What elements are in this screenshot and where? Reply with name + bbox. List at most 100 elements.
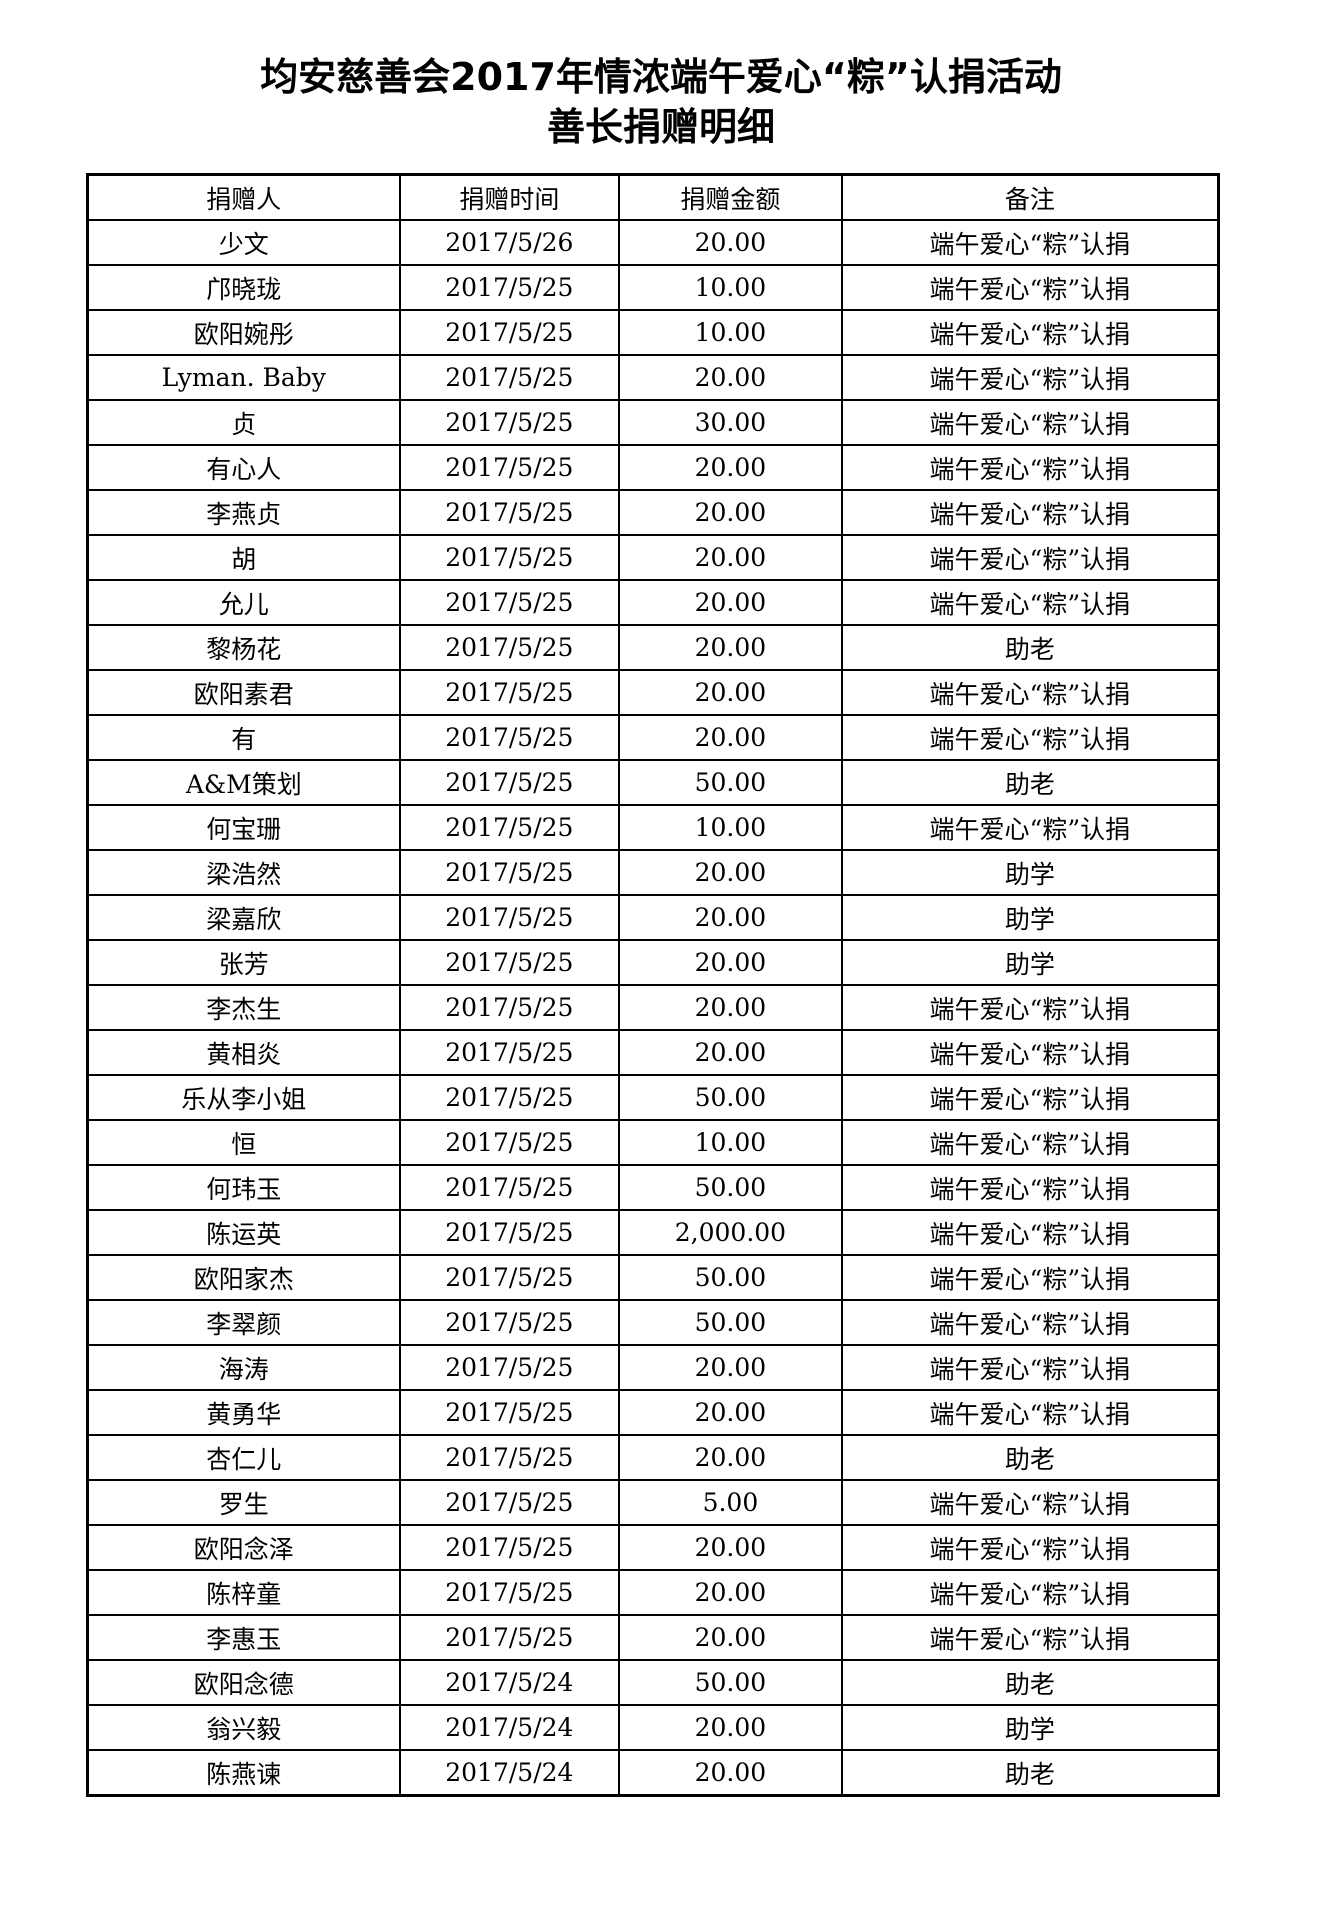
amount-cell: 20.00 xyxy=(618,534,843,581)
note-cell: 端午爱心“粽”认捐 xyxy=(840,489,1220,536)
amount-cell: 2,000.00 xyxy=(618,1209,843,1256)
table-header-row: 捐赠人 捐赠时间 捐赠金额 备注 xyxy=(86,173,1220,221)
date-cell: 2017/5/25 xyxy=(398,1254,621,1301)
date-cell: 2017/5/25 xyxy=(398,759,621,806)
date-cell: 2017/5/25 xyxy=(398,489,621,536)
amount-cell: 20.00 xyxy=(618,1524,843,1571)
table-row: 有心人 2017/5/25 20.00 端午爱心“粽”认捐 xyxy=(86,444,1220,491)
table-row: 梁浩然 2017/5/25 20.00 助学 xyxy=(86,849,1220,896)
date-cell: 2017/5/25 xyxy=(398,1209,621,1256)
note-cell: 助学 xyxy=(840,1704,1220,1751)
donor-cell: 梁浩然 xyxy=(86,849,401,896)
note-cell: 端午爱心“粽”认捐 xyxy=(840,579,1220,626)
table-row: 杏仁儿 2017/5/25 20.00 助老 xyxy=(86,1434,1220,1481)
donor-cell: 陈燕谏 xyxy=(86,1749,401,1797)
amount-cell: 20.00 xyxy=(618,1389,843,1436)
note-cell: 端午爱心“粽”认捐 xyxy=(840,1479,1220,1526)
date-cell: 2017/5/25 xyxy=(398,1614,621,1661)
amount-cell: 5.00 xyxy=(618,1479,843,1526)
amount-cell: 20.00 xyxy=(618,849,843,896)
note-cell: 助老 xyxy=(840,624,1220,671)
note-cell: 助学 xyxy=(840,939,1220,986)
donor-cell: 有心人 xyxy=(86,444,401,491)
donor-cell: 张芳 xyxy=(86,939,401,986)
donor-cell: 李杰生 xyxy=(86,984,401,1031)
table-row: 陈运英 2017/5/25 2,000.00 端午爱心“粽”认捐 xyxy=(86,1209,1220,1256)
note-cell: 端午爱心“粽”认捐 xyxy=(840,354,1220,401)
table-row: 少文 2017/5/26 20.00 端午爱心“粽”认捐 xyxy=(86,219,1220,266)
donor-cell: 恒 xyxy=(86,1119,401,1166)
table-row: 恒 2017/5/25 10.00 端午爱心“粽”认捐 xyxy=(86,1119,1220,1166)
table-row: 黎杨花 2017/5/25 20.00 助老 xyxy=(86,624,1220,671)
table-row: 何宝珊 2017/5/25 10.00 端午爱心“粽”认捐 xyxy=(86,804,1220,851)
date-cell: 2017/5/25 xyxy=(398,264,621,311)
date-cell: 2017/5/25 xyxy=(398,1074,621,1121)
date-cell: 2017/5/26 xyxy=(398,219,621,266)
table-row: 李杰生 2017/5/25 20.00 端午爱心“粽”认捐 xyxy=(86,984,1220,1031)
amount-cell: 50.00 xyxy=(618,759,843,806)
table-row: 乐从李小姐 2017/5/25 50.00 端午爱心“粽”认捐 xyxy=(86,1074,1220,1121)
note-cell: 端午爱心“粽”认捐 xyxy=(840,984,1220,1031)
amount-cell: 20.00 xyxy=(618,444,843,491)
date-cell: 2017/5/25 xyxy=(398,1344,621,1391)
table-row: 黄相炎 2017/5/25 20.00 端午爱心“粽”认捐 xyxy=(86,1029,1220,1076)
table-row: 梁嘉欣 2017/5/25 20.00 助学 xyxy=(86,894,1220,941)
date-cell: 2017/5/25 xyxy=(398,444,621,491)
note-cell: 助老 xyxy=(840,759,1220,806)
date-cell: 2017/5/25 xyxy=(398,894,621,941)
note-cell: 端午爱心“粽”认捐 xyxy=(840,1524,1220,1571)
amount-cell: 50.00 xyxy=(618,1659,843,1706)
amount-cell: 20.00 xyxy=(618,669,843,716)
note-cell: 端午爱心“粽”认捐 xyxy=(840,219,1220,266)
date-cell: 2017/5/25 xyxy=(398,939,621,986)
donor-cell: 欧阳家杰 xyxy=(86,1254,401,1301)
table-row: 欧阳婉彤 2017/5/25 10.00 端午爱心“粽”认捐 xyxy=(86,309,1220,356)
amount-cell: 30.00 xyxy=(618,399,843,446)
date-cell: 2017/5/24 xyxy=(398,1749,621,1797)
donor-cell: 何宝珊 xyxy=(86,804,401,851)
donor-cell: 何玮玉 xyxy=(86,1164,401,1211)
note-cell: 端午爱心“粽”认捐 xyxy=(840,1299,1220,1346)
date-cell: 2017/5/25 xyxy=(398,534,621,581)
donor-cell: 李惠玉 xyxy=(86,1614,401,1661)
amount-cell: 20.00 xyxy=(618,354,843,401)
amount-cell: 20.00 xyxy=(618,624,843,671)
document-title: 均安慈善会2017年情浓端午爱心“粽”认捐活动 xyxy=(260,55,1062,99)
donor-cell: 翁兴毅 xyxy=(86,1704,401,1751)
amount-cell: 20.00 xyxy=(618,984,843,1031)
note-cell: 助老 xyxy=(840,1659,1220,1706)
donor-cell: 乐从李小姐 xyxy=(86,1074,401,1121)
donor-cell: 陈运英 xyxy=(86,1209,401,1256)
donor-cell: 有 xyxy=(86,714,401,761)
date-cell: 2017/5/25 xyxy=(398,1299,621,1346)
amount-cell: 20.00 xyxy=(618,939,843,986)
date-cell: 2017/5/25 xyxy=(398,849,621,896)
table-row: 罗生 2017/5/25 5.00 端午爱心“粽”认捐 xyxy=(86,1479,1220,1526)
amount-cell: 20.00 xyxy=(618,714,843,761)
note-cell: 端午爱心“粽”认捐 xyxy=(840,1389,1220,1436)
note-cell: 助学 xyxy=(840,894,1220,941)
donor-cell: 欧阳素君 xyxy=(86,669,401,716)
amount-cell: 10.00 xyxy=(618,264,843,311)
table-row: 李燕贞 2017/5/25 20.00 端午爱心“粽”认捐 xyxy=(86,489,1220,536)
table-row: 何玮玉 2017/5/25 50.00 端午爱心“粽”认捐 xyxy=(86,1164,1220,1211)
date-cell: 2017/5/25 xyxy=(398,804,621,851)
table-row: 李翠颜 2017/5/25 50.00 端午爱心“粽”认捐 xyxy=(86,1299,1220,1346)
header-date: 捐赠时间 xyxy=(398,173,621,221)
table-row: 张芳 2017/5/25 20.00 助学 xyxy=(86,939,1220,986)
amount-cell: 50.00 xyxy=(618,1074,843,1121)
date-cell: 2017/5/25 xyxy=(398,1569,621,1616)
note-cell: 端午爱心“粽”认捐 xyxy=(840,1569,1220,1616)
date-cell: 2017/5/25 xyxy=(398,624,621,671)
table-row: Lyman. Baby 2017/5/25 20.00 端午爱心“粽”认捐 xyxy=(86,354,1220,401)
table-row: 欧阳素君 2017/5/25 20.00 端午爱心“粽”认捐 xyxy=(86,669,1220,716)
date-cell: 2017/5/25 xyxy=(398,1389,621,1436)
donor-cell: 海涛 xyxy=(86,1344,401,1391)
date-cell: 2017/5/24 xyxy=(398,1704,621,1751)
date-cell: 2017/5/25 xyxy=(398,579,621,626)
amount-cell: 10.00 xyxy=(618,1119,843,1166)
amount-cell: 20.00 xyxy=(618,1614,843,1661)
note-cell: 端午爱心“粽”认捐 xyxy=(840,1119,1220,1166)
note-cell: 端午爱心“粽”认捐 xyxy=(840,309,1220,356)
date-cell: 2017/5/25 xyxy=(398,399,621,446)
